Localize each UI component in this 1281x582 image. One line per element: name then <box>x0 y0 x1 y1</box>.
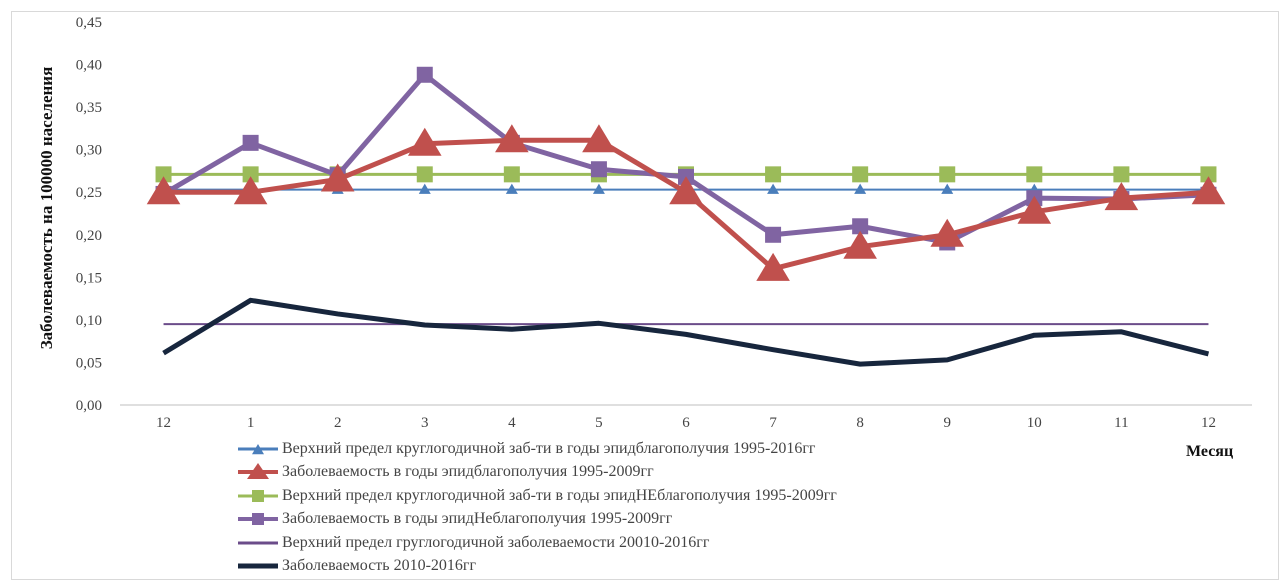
data-point <box>843 230 877 259</box>
data-point <box>592 183 605 194</box>
x-tick-label: 5 <box>595 415 603 431</box>
series-6 <box>162 297 1210 367</box>
data-point <box>1026 166 1043 183</box>
x-tick-label: 8 <box>856 415 864 431</box>
data-point <box>852 218 869 235</box>
y-axis-label: Заболеваемость на 100000 населения <box>37 67 56 350</box>
legend-item: Заболеваемость 2010-2016гг <box>236 555 1136 579</box>
y-tick-label: 0,40 <box>76 58 102 74</box>
x-tick-label: 7 <box>769 415 777 431</box>
x-tick-label: 4 <box>508 415 516 431</box>
x-tick-label: 9 <box>943 415 951 431</box>
series-4 <box>155 66 1217 251</box>
data-point <box>416 66 433 83</box>
data-point <box>767 183 780 194</box>
data-point <box>765 166 782 183</box>
legend-key <box>238 563 278 569</box>
data-point <box>590 161 607 178</box>
x-tick-label: 10 <box>1027 415 1042 431</box>
series-line <box>162 72 1209 245</box>
data-point <box>242 134 259 151</box>
data-point <box>930 218 965 247</box>
legend-item: Заболеваемость в годы эпидблагополучия 1… <box>236 461 1136 485</box>
legend-label: Заболеваемость 2010-2016гг <box>282 557 477 575</box>
data-point <box>582 124 616 153</box>
data-point <box>242 166 259 183</box>
legend-label: Верхний предел круглогодичной заб-ти в г… <box>282 439 816 457</box>
data-point <box>765 226 782 243</box>
legend-key <box>238 443 278 454</box>
y-tick-label: 0,00 <box>76 398 102 414</box>
x-tick-label: 12 <box>156 415 171 431</box>
y-tick-label: 0,30 <box>76 143 102 159</box>
legend-marker <box>252 443 264 454</box>
legend-label: Верхний предел круглогодичной заб-ти в г… <box>282 486 837 504</box>
legend-key <box>238 513 278 526</box>
data-point <box>1113 166 1130 183</box>
data-point <box>756 252 790 281</box>
legend-marker <box>252 489 264 502</box>
data-point <box>407 127 442 156</box>
legend-label: Заболеваемость в годы эпидНеблагополучия… <box>282 510 673 528</box>
legend-marker <box>247 463 269 480</box>
legend-item: Заболеваемость в годы эпидНеблагополучия… <box>236 508 1136 532</box>
data-point <box>1017 195 1052 224</box>
data-point <box>320 163 355 192</box>
data-point <box>852 166 869 183</box>
series-2 <box>146 124 1226 281</box>
y-tick-label: 0,25 <box>76 185 102 201</box>
y-tick-label: 0,05 <box>76 355 102 371</box>
data-point <box>503 166 520 183</box>
data-point <box>1191 176 1226 205</box>
x-tick-label: 3 <box>421 415 429 431</box>
data-point <box>418 183 431 194</box>
legend-key <box>238 463 278 480</box>
x-tick-label: 1 <box>247 415 255 431</box>
data-point <box>155 166 172 183</box>
data-point <box>854 183 867 194</box>
x-tick-label: 11 <box>1114 415 1128 431</box>
series-line <box>163 137 1209 272</box>
y-tick-label: 0,45 <box>76 15 102 31</box>
legend-marker <box>252 513 264 526</box>
y-tick-label: 0,10 <box>76 313 102 329</box>
data-point <box>146 176 181 205</box>
x-tick-label: 12 <box>1201 415 1216 431</box>
legend-item: Верхний предел круглогодичной заб-ти в г… <box>236 437 1136 461</box>
legend-item: Верхний предел круглогодичной заб-ти в г… <box>236 484 1136 508</box>
data-point <box>1200 166 1217 183</box>
x-tick-label: 2 <box>334 415 342 431</box>
data-point <box>941 183 954 194</box>
legend-label: Верхний предел груглогодичной заболеваем… <box>282 533 710 551</box>
legend-key <box>238 541 278 545</box>
y-tick-label: 0,20 <box>76 228 102 244</box>
data-point <box>939 166 956 183</box>
x-tick-label: 6 <box>682 415 690 431</box>
x-axis-label: Месяц <box>1186 443 1234 460</box>
data-point <box>669 176 703 205</box>
legend-key <box>238 489 278 502</box>
series-line <box>162 297 1210 367</box>
legend-label: Заболеваемость в годы эпидблагополучия 1… <box>282 463 654 481</box>
data-point <box>1104 182 1139 211</box>
legend: Верхний предел круглогодичной заб-ти в г… <box>236 437 1136 578</box>
legend-item: Верхний предел груглогодичной заболеваем… <box>236 531 1136 555</box>
data-point <box>233 176 268 205</box>
data-point <box>505 183 518 194</box>
data-point <box>495 124 529 153</box>
data-point <box>416 166 433 183</box>
chart-frame <box>11 11 1279 580</box>
y-tick-label: 0,35 <box>76 100 102 116</box>
y-tick-label: 0,15 <box>76 270 102 286</box>
